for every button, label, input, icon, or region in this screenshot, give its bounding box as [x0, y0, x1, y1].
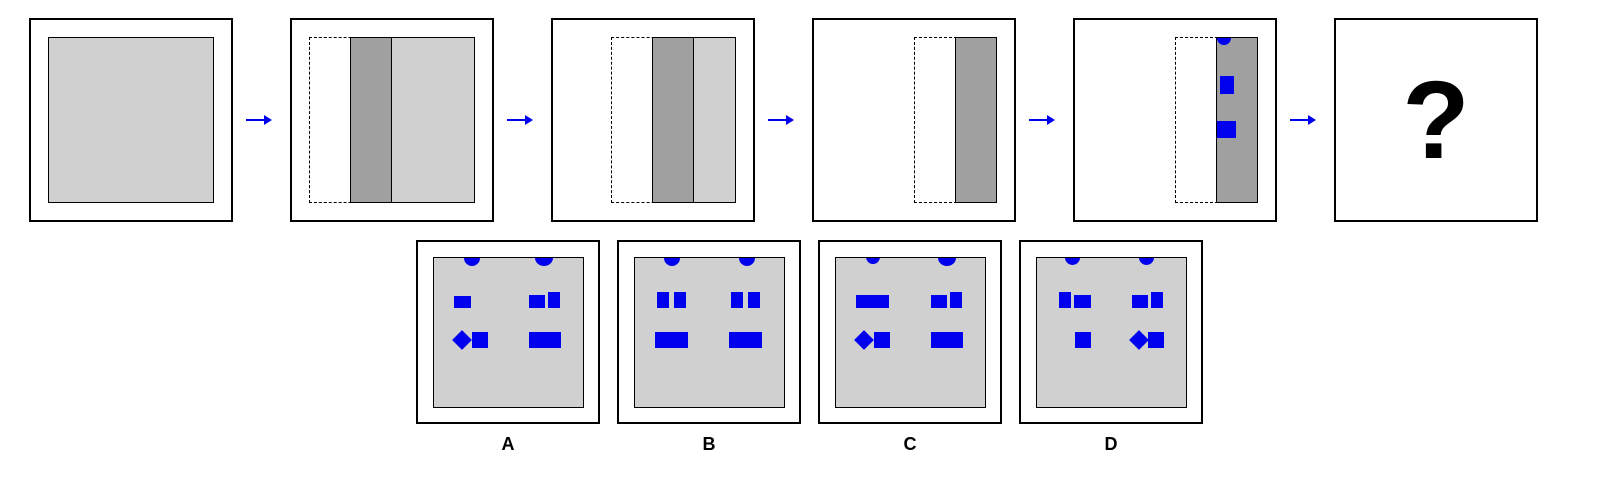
arrow-icon	[1290, 115, 1316, 125]
square-mark	[1217, 121, 1236, 138]
square-mark	[1148, 332, 1164, 348]
square-mark	[529, 332, 546, 348]
square-mark	[874, 332, 890, 348]
dark-strip	[1216, 37, 1258, 203]
gray-square	[48, 37, 214, 203]
option-b-figure	[634, 257, 785, 408]
light-strip	[391, 37, 475, 203]
dark-strip	[350, 37, 392, 203]
semicircle-mark	[464, 258, 480, 266]
semicircle-mark	[938, 258, 956, 266]
option-a-figure	[433, 257, 584, 408]
square-mark	[950, 292, 962, 308]
option-d-figure	[1036, 257, 1187, 408]
option-a-panel[interactable]	[416, 240, 600, 424]
question-panel: ?	[1334, 18, 1538, 222]
option-d-label: D	[1104, 434, 1118, 454]
option-a-label: A	[501, 434, 515, 454]
square-mark	[729, 332, 746, 348]
semicircle-mark	[1139, 258, 1154, 265]
square-mark	[545, 332, 561, 348]
semicircle-mark	[739, 258, 755, 266]
arrow-icon	[246, 115, 272, 125]
semicircle-mark	[664, 258, 680, 266]
square-mark	[745, 332, 762, 348]
square-mark	[873, 295, 889, 308]
dark-strip	[955, 37, 997, 203]
square-mark	[1075, 332, 1091, 348]
arrow-icon	[507, 115, 533, 125]
square-mark	[931, 295, 947, 308]
sequence-panel-3	[551, 18, 755, 222]
square-mark	[1132, 295, 1148, 308]
square-mark	[674, 292, 686, 308]
square-mark	[931, 332, 948, 348]
square-mark	[731, 292, 743, 308]
square-mark	[947, 332, 963, 348]
square-mark	[548, 292, 560, 308]
square-mark	[1151, 292, 1163, 308]
arrow-icon	[1029, 115, 1055, 125]
semicircle-mark	[1217, 38, 1231, 45]
diamond-mark	[452, 330, 472, 350]
semicircle-mark	[535, 258, 553, 266]
semicircle-mark	[866, 258, 880, 264]
square-mark	[454, 296, 471, 308]
option-c-label: C	[903, 434, 917, 454]
semicircle-mark	[1065, 258, 1080, 265]
dark-strip	[652, 37, 694, 203]
question-mark: ?	[1402, 58, 1470, 182]
arrow-icon	[768, 115, 794, 125]
option-c-panel[interactable]	[818, 240, 1002, 424]
square-mark	[529, 295, 545, 308]
square-mark	[472, 332, 488, 348]
option-d-panel[interactable]	[1019, 240, 1203, 424]
square-mark	[1074, 295, 1091, 308]
square-mark	[671, 332, 688, 348]
sequence-panel-5	[1073, 18, 1277, 222]
square-mark	[1220, 76, 1234, 94]
option-c-figure	[835, 257, 986, 408]
sequence-panel-4	[812, 18, 1016, 222]
square-mark	[856, 295, 873, 308]
square-mark	[1059, 292, 1071, 308]
square-mark	[748, 292, 760, 308]
square-mark	[657, 292, 669, 308]
option-b-panel[interactable]	[617, 240, 801, 424]
diamond-mark	[1129, 330, 1149, 350]
option-b-label: B	[702, 434, 716, 454]
sequence-panel-2	[290, 18, 494, 222]
square-mark	[655, 332, 672, 348]
light-strip	[693, 37, 736, 203]
sequence-panel-1	[29, 18, 233, 222]
diamond-mark	[854, 330, 874, 350]
